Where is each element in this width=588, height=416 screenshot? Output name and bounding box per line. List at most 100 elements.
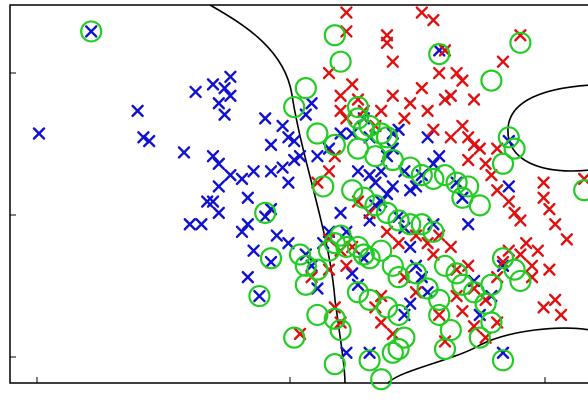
class-1-point xyxy=(224,168,237,182)
support-vector-circle xyxy=(387,266,410,289)
class-2-point xyxy=(514,248,527,261)
class-2-point xyxy=(322,66,336,80)
support-vector-circle xyxy=(451,273,474,296)
support-vector-circle xyxy=(375,126,399,149)
class-1-point xyxy=(142,134,156,148)
class-1-point xyxy=(183,218,197,231)
support-vector-circle xyxy=(341,179,364,202)
class-2-point xyxy=(415,6,428,19)
support-vector-circle xyxy=(491,349,515,372)
class-1-point xyxy=(427,157,440,170)
class-2-point xyxy=(386,89,399,102)
support-vector-circle xyxy=(346,281,370,304)
class-1-point xyxy=(363,346,376,359)
class-1-point xyxy=(137,131,150,144)
class-1-point xyxy=(212,97,226,110)
class-1-point xyxy=(282,236,295,250)
support-vector-circle xyxy=(433,254,457,277)
class-1-point xyxy=(218,108,231,121)
class-2-point xyxy=(433,308,446,322)
y-ticks xyxy=(10,72,16,358)
class-2-point xyxy=(537,301,550,314)
class-1-point xyxy=(212,180,226,193)
support-vector-circles xyxy=(80,20,588,391)
class-1-point xyxy=(264,255,278,269)
class-2-point xyxy=(502,195,515,208)
class-1-point xyxy=(427,218,440,231)
class-1-point xyxy=(206,149,220,163)
support-vector-circle xyxy=(509,269,532,293)
support-vector-circle xyxy=(503,137,526,160)
class-1-point xyxy=(276,161,289,174)
class-1-point xyxy=(340,346,353,359)
class-1-point xyxy=(334,127,347,140)
class-2-point xyxy=(473,142,486,155)
class-1-point xyxy=(305,97,318,110)
class-2-point xyxy=(334,89,347,102)
class-2-point xyxy=(427,248,440,261)
class-2-point xyxy=(380,36,394,49)
support-vector-circle xyxy=(399,156,422,179)
class-1-point xyxy=(206,78,220,91)
support-vector-circle xyxy=(254,201,277,224)
class-2-point xyxy=(491,142,504,155)
class-2-point xyxy=(485,168,498,182)
support-vector-circle xyxy=(422,167,445,190)
support-vector-circle xyxy=(433,337,457,361)
support-vector-circle xyxy=(329,50,352,73)
support-vector-circle xyxy=(497,126,520,149)
class-2-point xyxy=(340,259,353,273)
support-vector-circle xyxy=(422,220,445,243)
support-vector-circle xyxy=(259,247,283,270)
class-2-point xyxy=(409,229,423,242)
class-2-point xyxy=(421,104,434,118)
support-vector-circle xyxy=(306,258,329,281)
class-2-point xyxy=(543,202,556,216)
class-2-point xyxy=(421,236,434,250)
class-1-point xyxy=(264,138,278,152)
class-1-point xyxy=(212,157,226,170)
class-2-point xyxy=(427,13,440,27)
support-vector-circle xyxy=(358,114,381,138)
class-2-point xyxy=(386,55,399,68)
class-2-point xyxy=(554,308,568,322)
support-vector-circle xyxy=(503,258,526,281)
class-1-point xyxy=(293,149,307,163)
support-vector-circle xyxy=(306,122,329,145)
data-points xyxy=(32,6,588,359)
support-vector-circle xyxy=(428,43,451,66)
class-1-point xyxy=(409,180,423,193)
class-2-point xyxy=(340,6,353,19)
class-2-point xyxy=(514,214,527,227)
class-1-point xyxy=(404,184,417,197)
class-1-point xyxy=(351,278,365,291)
class-1-point xyxy=(206,195,220,208)
support-vector-circle xyxy=(480,273,503,296)
class-1-point xyxy=(84,25,98,38)
class-2-point xyxy=(404,97,417,110)
support-vector-circle xyxy=(294,254,317,277)
class-2-point xyxy=(444,89,457,102)
class-2-point xyxy=(415,81,428,95)
class-1-point xyxy=(311,149,324,163)
support-vector-circle xyxy=(375,296,399,319)
class-2-point xyxy=(351,93,365,106)
support-vector-circle xyxy=(364,145,387,168)
class-1-point xyxy=(253,289,266,303)
support-vector-circle xyxy=(323,353,346,376)
support-vector-circle xyxy=(468,326,491,349)
support-vector-circle xyxy=(468,194,491,217)
class-1-point xyxy=(380,187,394,201)
support-vector-circle xyxy=(381,254,404,277)
class-2-point xyxy=(438,335,452,348)
class-1-point xyxy=(346,267,359,280)
boundary-curve-right-bottom xyxy=(387,327,588,384)
class-2-point xyxy=(514,29,527,42)
class-2-point xyxy=(328,149,341,163)
support-vector-circle xyxy=(248,284,271,308)
class-1-point xyxy=(235,172,249,186)
support-vector-circle xyxy=(491,152,515,175)
class-2-point xyxy=(508,206,521,220)
class-2-point xyxy=(456,119,469,133)
